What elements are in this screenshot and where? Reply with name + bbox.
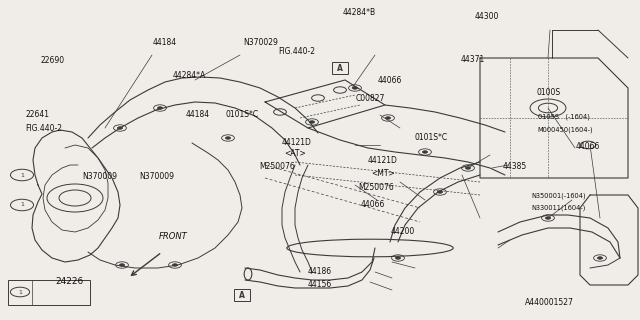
Text: M250076: M250076 — [259, 162, 295, 171]
Text: 44300: 44300 — [475, 12, 499, 20]
Circle shape — [598, 257, 603, 259]
Circle shape — [118, 127, 123, 129]
Text: FIG.440-2: FIG.440-2 — [278, 47, 316, 56]
Text: 44371: 44371 — [461, 55, 485, 64]
Text: 0101S*C: 0101S*C — [415, 133, 448, 142]
Circle shape — [172, 264, 177, 266]
Text: 0100S: 0100S — [536, 88, 561, 97]
Text: 44066: 44066 — [378, 76, 402, 84]
Text: <AT>: <AT> — [284, 149, 306, 158]
Text: M250076: M250076 — [358, 183, 394, 192]
Text: 1: 1 — [20, 172, 24, 178]
Circle shape — [438, 191, 443, 193]
Text: 44284*B: 44284*B — [342, 8, 376, 17]
Text: 44066: 44066 — [360, 200, 385, 209]
Circle shape — [353, 87, 358, 89]
Circle shape — [225, 137, 230, 139]
Text: M000450(1604-): M000450(1604-) — [538, 126, 593, 132]
Text: 24226: 24226 — [56, 277, 84, 286]
Text: 44186: 44186 — [307, 267, 332, 276]
Text: A: A — [337, 63, 343, 73]
Circle shape — [385, 117, 390, 119]
Circle shape — [396, 257, 401, 259]
Text: 1: 1 — [18, 290, 22, 294]
Text: 44200: 44200 — [390, 228, 415, 236]
Text: 44156: 44156 — [307, 280, 332, 289]
Text: 44121D: 44121D — [282, 138, 312, 147]
Circle shape — [157, 107, 163, 109]
Text: N370009: N370009 — [140, 172, 175, 180]
Circle shape — [465, 167, 470, 169]
Text: A440001527: A440001527 — [525, 298, 573, 307]
Text: N370009: N370009 — [82, 172, 117, 180]
Circle shape — [545, 217, 550, 219]
Text: C00827: C00827 — [355, 94, 385, 103]
Text: 44184: 44184 — [152, 38, 177, 47]
Text: N330011(1604-): N330011(1604-) — [531, 205, 586, 211]
Circle shape — [120, 264, 125, 266]
Text: FRONT: FRONT — [159, 232, 188, 241]
Text: 0101S*C: 0101S*C — [226, 110, 259, 119]
Text: FIG.440-2: FIG.440-2 — [26, 124, 63, 132]
Text: 44121D: 44121D — [368, 156, 398, 165]
Text: 22641: 22641 — [26, 110, 50, 119]
Text: <MT>: <MT> — [371, 169, 395, 178]
Text: N370029: N370029 — [243, 38, 278, 47]
Text: 44385: 44385 — [502, 162, 527, 171]
Text: 1: 1 — [20, 203, 24, 207]
Text: 44284*A: 44284*A — [173, 71, 206, 80]
Circle shape — [422, 151, 428, 153]
Text: 44184: 44184 — [186, 110, 210, 119]
Text: 44066: 44066 — [576, 142, 600, 151]
Circle shape — [310, 121, 315, 123]
Text: 22690: 22690 — [40, 56, 65, 65]
Text: N350001(-1604): N350001(-1604) — [531, 193, 586, 199]
Bar — [234, 289, 250, 301]
Text: A: A — [239, 291, 245, 300]
Bar — [332, 62, 348, 74]
Text: 0105S   (-1604): 0105S (-1604) — [538, 114, 589, 120]
Bar — [8, 280, 90, 305]
